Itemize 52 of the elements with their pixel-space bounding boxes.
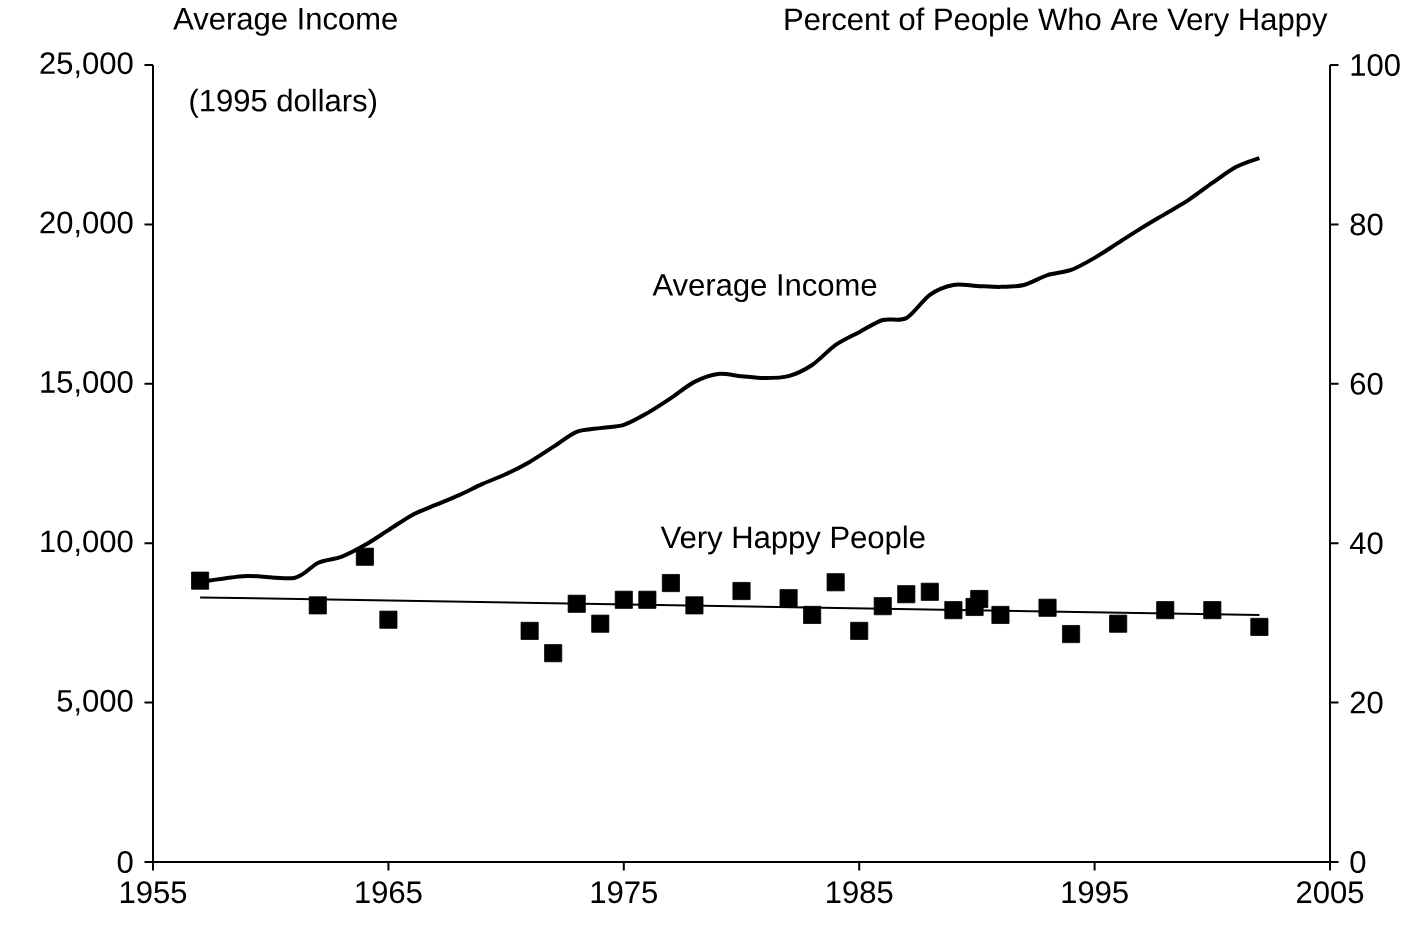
point xyxy=(803,605,822,624)
point xyxy=(520,621,539,640)
point xyxy=(685,596,704,615)
point xyxy=(1038,598,1057,617)
x-tick-label: 1985 xyxy=(827,881,893,904)
point xyxy=(661,574,680,593)
y-tick-label: 0 xyxy=(117,851,133,873)
x-tick-label: 1965 xyxy=(356,881,422,904)
x-tick-label: 1955 xyxy=(120,881,187,904)
point xyxy=(1250,617,1269,636)
point xyxy=(567,594,586,613)
series-label: Very Happy People xyxy=(660,525,925,555)
y-tick-label: 10,000 xyxy=(41,530,133,556)
point xyxy=(379,610,398,629)
point xyxy=(944,601,963,620)
y2-tick-label: 80 xyxy=(1350,213,1383,236)
point xyxy=(991,605,1010,624)
x-tick-label: 1995 xyxy=(1062,881,1128,904)
x-tick-label: 1975 xyxy=(591,881,657,904)
point xyxy=(873,597,892,616)
y-tick-label: 20,000 xyxy=(40,211,133,238)
point xyxy=(191,571,210,590)
point xyxy=(1062,625,1081,644)
point xyxy=(355,547,374,566)
y2-tick-label: 20 xyxy=(1350,691,1383,714)
point xyxy=(779,589,798,608)
point xyxy=(897,585,916,604)
y2-tick-label: 100 xyxy=(1351,54,1400,76)
point xyxy=(920,582,939,601)
y-tick-label: 25,000 xyxy=(40,52,133,78)
y2-tick-label: 40 xyxy=(1349,532,1383,555)
y2-tick-label: 0 xyxy=(1350,851,1366,873)
y-tick-label: 15,000 xyxy=(41,370,133,397)
point xyxy=(308,596,327,615)
point xyxy=(591,614,610,633)
series-label: Average Income xyxy=(652,274,877,303)
point xyxy=(544,644,563,663)
annotation: (1995 dollars) xyxy=(190,88,376,118)
point xyxy=(638,590,657,609)
point xyxy=(826,573,845,592)
x-tick-label: 2005 xyxy=(1297,881,1364,904)
point xyxy=(1156,601,1175,620)
y-axis-title: Average Income xyxy=(173,8,397,36)
point xyxy=(732,582,751,601)
y-tick-label: 5,000 xyxy=(57,689,133,716)
point xyxy=(1203,601,1222,620)
point xyxy=(970,589,989,608)
y2-axis-title: Percent of People Who Are Very Happy xyxy=(785,7,1328,37)
point xyxy=(850,621,869,640)
point xyxy=(614,590,633,609)
point xyxy=(1109,614,1128,633)
y2-tick-label: 60 xyxy=(1350,372,1383,395)
